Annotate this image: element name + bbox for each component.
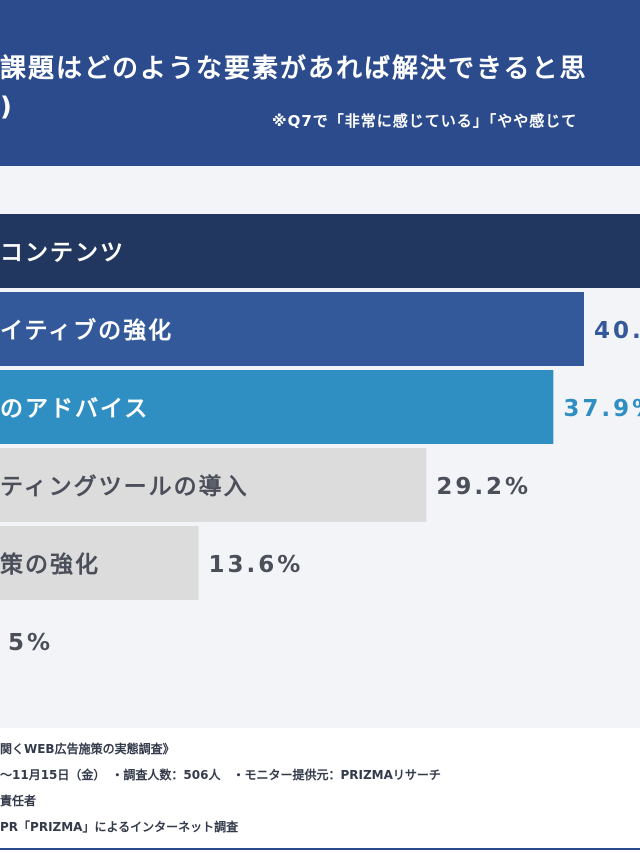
footer-divider bbox=[0, 848, 640, 850]
bar-0 bbox=[0, 214, 640, 288]
header-banner: 課題はどのような要素があれば解決できると思 ) ※Q7で「非常に感じている」「や… bbox=[0, 0, 640, 166]
footer-line-method: PR「PRIZMA」によるインターネット調査 bbox=[0, 820, 239, 834]
value-label-3: 29.2% bbox=[436, 474, 531, 500]
chart-title-continuation: ) bbox=[0, 92, 12, 122]
value-label-5: 5% bbox=[8, 630, 53, 656]
category-label-1: イティブの強化 bbox=[0, 317, 173, 344]
footer-line-survey-details: 〜11月15日（金） ・調査人数：506人 ・モニター提供元：PRIZMAリサー… bbox=[0, 768, 441, 782]
bar-4 bbox=[0, 526, 199, 600]
value-label-1: 40. bbox=[594, 318, 640, 344]
value-label-2: 37.9% bbox=[563, 396, 640, 422]
footer-line-survey-name: 関くWEB広告施策の実態調査》 bbox=[0, 742, 175, 756]
category-label-3: ティングツールの導入 bbox=[0, 473, 249, 500]
footer-line-respondents: 責任者 bbox=[0, 794, 37, 808]
chart-title: 課題はどのような要素があれば解決できると思 bbox=[0, 54, 588, 84]
value-label-4: 13.6% bbox=[209, 552, 304, 578]
category-label-4: 策の強化 bbox=[0, 551, 100, 578]
category-label-2: のアドバイス bbox=[0, 396, 149, 422]
bar-3 bbox=[0, 448, 427, 522]
bar-1 bbox=[0, 292, 584, 366]
survey-footer: 関くWEB広告施策の実態調査》 〜11月15日（金） ・調査人数：506人 ・モ… bbox=[0, 728, 640, 853]
bar-2 bbox=[0, 370, 554, 444]
chart-note: ※Q7で「非常に感じている」「やや感じて bbox=[272, 112, 578, 130]
category-label-0: コンテンツ bbox=[0, 240, 125, 266]
